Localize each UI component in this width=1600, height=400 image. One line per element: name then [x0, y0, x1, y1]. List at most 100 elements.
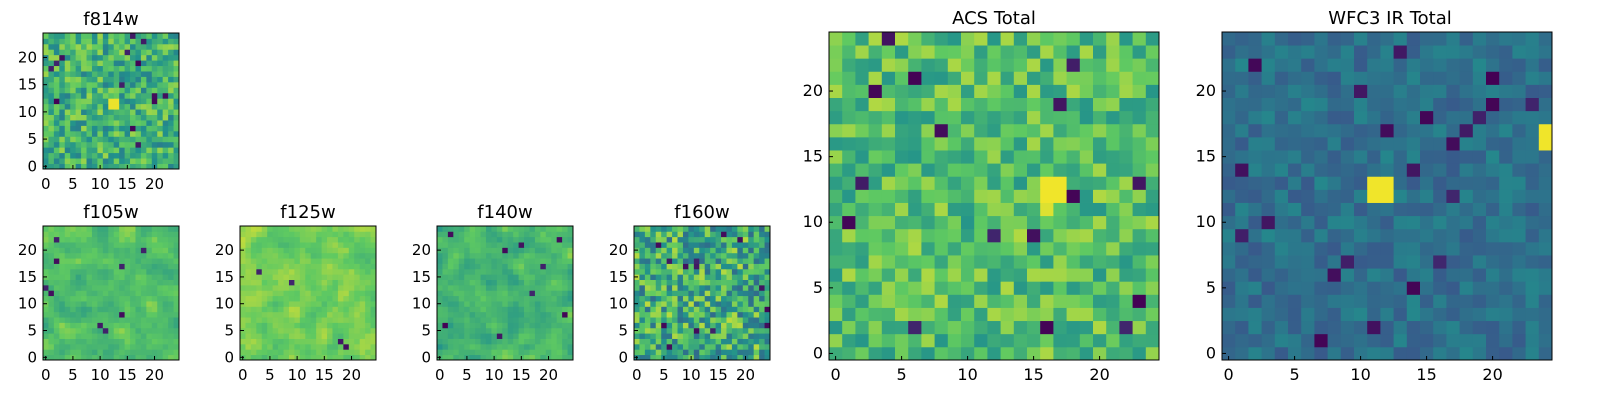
heatmap-cell	[348, 343, 355, 350]
heatmap-cell	[764, 327, 771, 334]
heatmap-cell	[934, 281, 949, 295]
heatmap-cell	[556, 338, 563, 345]
heatmap-cell	[1027, 268, 1041, 282]
heatmap-cell	[81, 317, 87, 323]
heatmap-cell	[961, 189, 975, 203]
heatmap-cell	[524, 242, 530, 248]
heatmap-cell	[496, 354, 503, 361]
heatmap-cell	[442, 338, 449, 345]
heatmap-cell	[1459, 241, 1474, 256]
heatmap-cell	[316, 263, 322, 270]
heatmap-cell	[491, 306, 498, 313]
heatmap-cell	[327, 306, 333, 313]
heatmap-cell	[91, 158, 98, 164]
heatmap-cell	[644, 284, 651, 291]
heatmap-cell	[567, 268, 574, 275]
heatmap-cell	[173, 343, 180, 350]
heatmap-cell	[534, 258, 541, 264]
heatmap-cell	[91, 284, 98, 291]
heatmap-cell	[53, 231, 60, 238]
heatmap-cell	[1472, 32, 1487, 46]
heatmap-cell	[267, 247, 274, 254]
heatmap-cell	[59, 130, 66, 137]
heatmap-cell	[469, 354, 476, 361]
heatmap-cell	[1274, 228, 1289, 243]
heatmap-cell	[1340, 71, 1355, 85]
heatmap-cell	[102, 290, 109, 297]
heatmap-cell	[715, 322, 722, 329]
heatmap-cell	[1093, 228, 1107, 243]
heatmap-cell	[168, 343, 174, 350]
heatmap-cell	[513, 333, 519, 339]
heatmap-cell	[567, 343, 574, 350]
heatmap-cell	[1119, 346, 1133, 361]
heatmap-cell	[829, 307, 843, 322]
heatmap-cell	[961, 281, 975, 295]
heatmap-cell	[294, 295, 301, 302]
heatmap-cell	[370, 354, 377, 361]
heatmap-cell	[475, 317, 481, 323]
heatmap-cell	[644, 263, 651, 270]
heatmap-cell	[240, 258, 246, 264]
heatmap-cell	[1093, 110, 1107, 125]
heatmap-cell	[119, 81, 125, 88]
heatmap-cell	[693, 274, 700, 280]
heatmap-cell	[91, 98, 98, 105]
heatmap-cell	[534, 322, 541, 329]
heatmap-cell	[721, 322, 727, 329]
heatmap-cell	[81, 114, 87, 121]
heatmap-cell	[48, 43, 55, 50]
heatmap-cell	[102, 263, 109, 270]
heatmap-cell	[556, 236, 563, 243]
heatmap-cell	[1288, 241, 1302, 256]
heatmap-cell	[855, 268, 869, 282]
heatmap-cell	[475, 268, 481, 275]
heatmap-cell	[81, 54, 87, 61]
heatmap-cell	[124, 125, 131, 132]
heatmap-cell	[113, 152, 120, 159]
heatmap-cell	[86, 252, 93, 259]
heatmap-cell	[721, 258, 727, 264]
heatmap-cell	[337, 317, 344, 323]
heatmap-cell	[699, 236, 706, 243]
heatmap-cell	[1235, 58, 1249, 72]
heatmap-cell	[316, 343, 322, 350]
heatmap-cell	[278, 349, 284, 356]
heatmap-cell	[256, 231, 263, 238]
heatmap-cell	[1106, 58, 1120, 72]
heatmap-cell	[294, 327, 301, 334]
heatmap-cell	[75, 263, 82, 270]
heatmap-cell	[299, 231, 306, 238]
heatmap-cell	[162, 284, 169, 291]
heatmap-cell	[1274, 294, 1289, 308]
heatmap-cell	[86, 141, 93, 148]
heatmap-cell	[715, 242, 722, 248]
heatmap-cell	[343, 236, 350, 243]
heatmap-cell	[43, 226, 49, 232]
heatmap-cell	[540, 295, 547, 302]
heatmap-cell	[731, 231, 738, 238]
heatmap-cell	[1027, 320, 1041, 335]
heatmap-cell	[256, 354, 263, 361]
heatmap-cell	[365, 322, 371, 329]
heatmap-cell	[1301, 32, 1315, 46]
heatmap-cell	[365, 301, 371, 307]
heatmap-cell	[140, 65, 147, 72]
heatmap-cell	[151, 109, 158, 115]
heatmap-cell	[1525, 333, 1540, 348]
heatmap-cell	[343, 252, 350, 259]
heatmap-cell	[1066, 333, 1081, 348]
heatmap-cell	[524, 301, 530, 307]
heatmap-cell	[742, 252, 749, 259]
heatmap-cell	[737, 231, 744, 238]
heatmap-cell	[370, 247, 377, 254]
heatmap-cell	[485, 301, 492, 307]
heatmap-cell	[1222, 136, 1236, 151]
heatmap-cell	[1119, 307, 1133, 322]
heatmap-cell	[464, 231, 471, 238]
heatmap-cell	[288, 226, 295, 232]
heatmap-cell	[332, 349, 339, 356]
heatmap-cell	[458, 268, 465, 275]
